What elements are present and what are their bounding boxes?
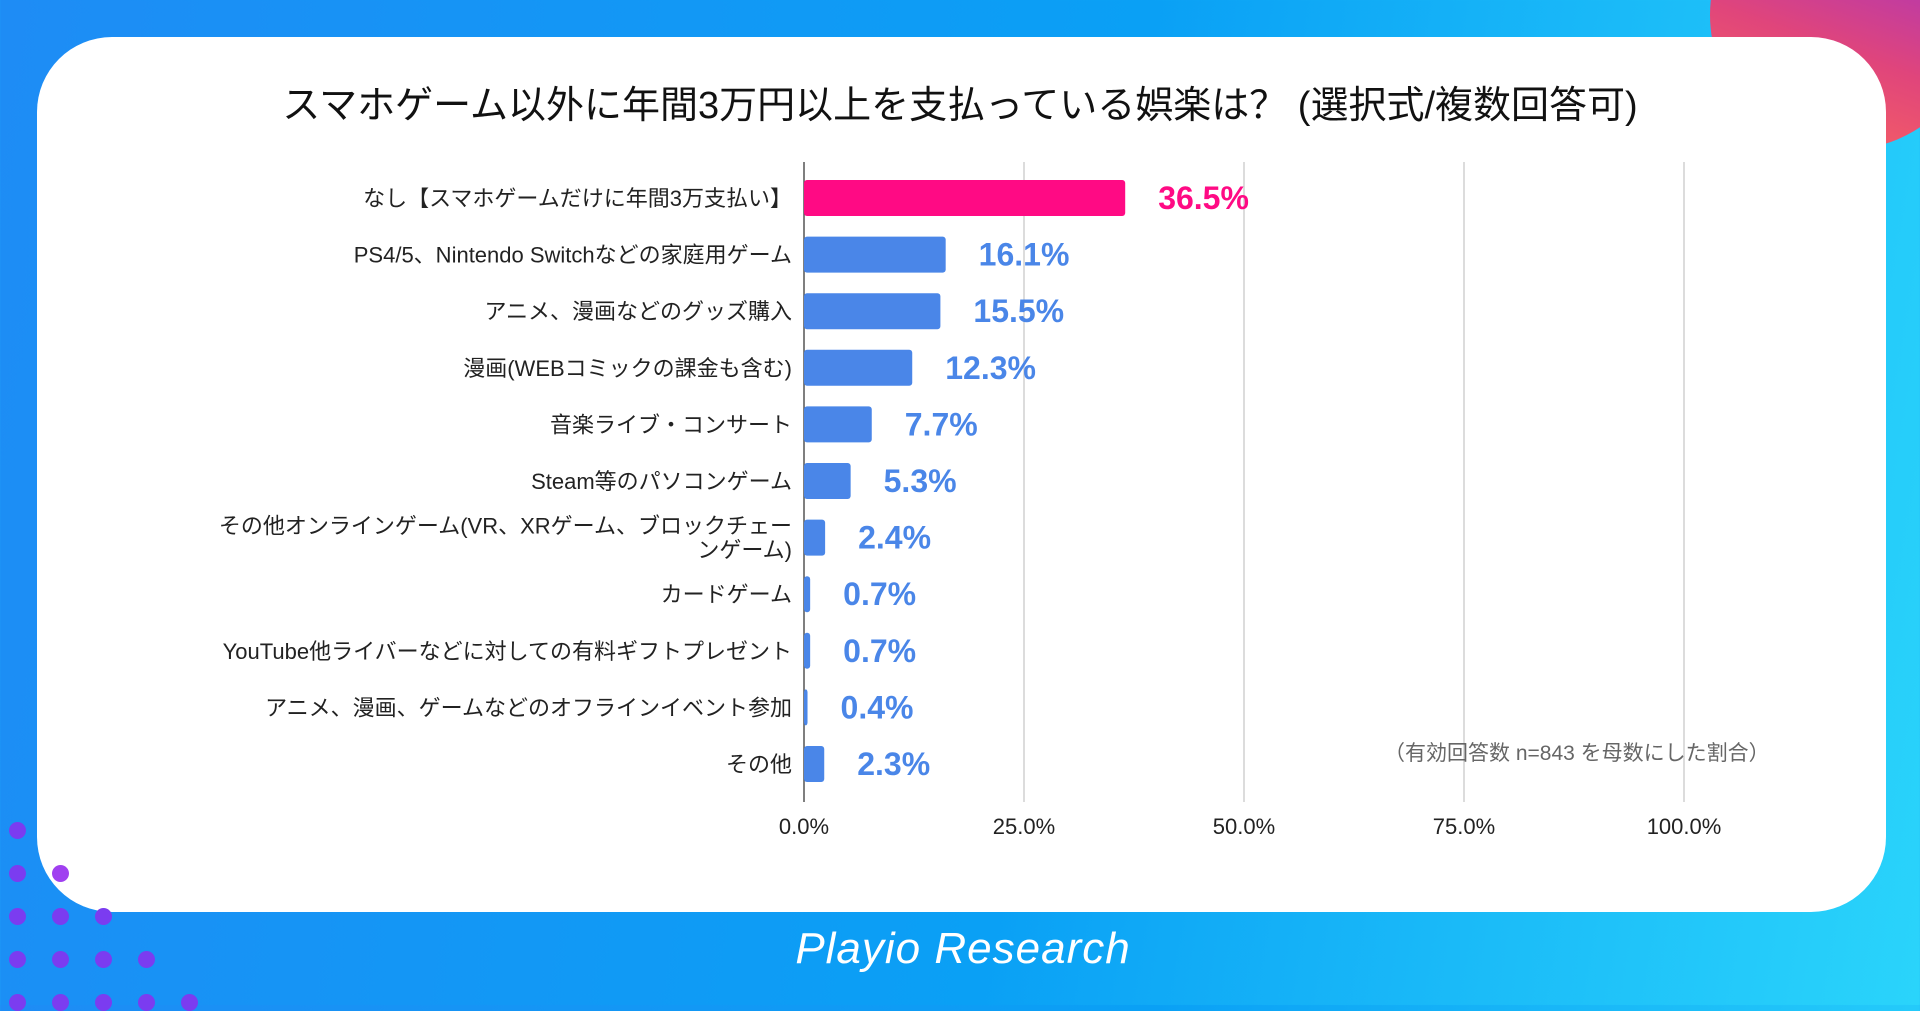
bar <box>804 349 913 386</box>
brand-logo: Playio Research <box>795 924 1131 973</box>
decorative-dot <box>52 908 69 925</box>
data-label: 15.5% <box>973 293 1064 329</box>
category-label: その他オンラインゲーム(VR、XRゲーム、ブロックチェー <box>219 514 792 539</box>
category-label: なし【スマホゲームだけに年間3万支払い】 <box>363 186 792 211</box>
x-tick-label: 50.0% <box>1213 814 1275 839</box>
bar <box>804 689 808 726</box>
x-tick-label: 0.0% <box>779 814 829 839</box>
decorative-dot <box>52 951 69 968</box>
decorative-dot <box>138 951 155 968</box>
data-label: 7.7% <box>905 406 978 442</box>
decorative-dot <box>9 865 26 882</box>
bar <box>804 519 826 556</box>
category-label: YouTube他ライバーなどに対しての有料ギフトプレゼント <box>223 639 792 664</box>
decorative-dot <box>52 994 69 1011</box>
bar <box>804 463 851 499</box>
category-label: ンゲーム) <box>697 538 792 563</box>
data-label: 2.4% <box>858 520 931 556</box>
bar <box>804 180 1126 216</box>
category-label: その他 <box>726 752 792 777</box>
data-label: 0.7% <box>843 633 916 669</box>
x-tick-label: 100.0% <box>1647 814 1722 839</box>
category-label: カードゲーム <box>661 582 792 607</box>
bar <box>804 293 941 330</box>
data-label: 36.5% <box>1158 180 1249 216</box>
data-label: 0.7% <box>843 576 916 612</box>
sample-note: （有効回答数 n=843 を母数にした割合） <box>1384 742 1770 765</box>
decorative-dot <box>138 994 155 1011</box>
bar <box>804 236 946 273</box>
data-label: 16.1% <box>979 237 1070 273</box>
decorative-dot <box>9 822 26 839</box>
x-tick-label: 25.0% <box>993 814 1055 839</box>
decorative-dot <box>52 865 69 882</box>
data-label: 2.3% <box>857 746 930 782</box>
x-tick-label: 75.0% <box>1433 814 1495 839</box>
decorative-dot <box>181 994 198 1011</box>
category-label: アニメ、漫画などのグッズ購入 <box>484 299 792 324</box>
decorative-dot <box>95 951 112 968</box>
bar <box>804 576 811 613</box>
category-label: PS4/5、Nintendo Switchなどの家庭用ゲーム <box>354 243 792 268</box>
bar <box>804 632 811 669</box>
data-label: 12.3% <box>945 350 1036 386</box>
decorative-dot <box>95 908 112 925</box>
bar <box>804 406 872 443</box>
category-label: 漫画(WEBコミックの課金も含む) <box>463 356 792 381</box>
chart-title: スマホゲーム以外に年間3万円以上を支払っている娯楽は？ (選択式/複数回答可) <box>282 85 1638 127</box>
data-label: 0.4% <box>841 689 914 725</box>
decorative-dot <box>9 951 26 968</box>
bar <box>804 746 825 782</box>
category-label: 音楽ライブ・コンサート <box>550 412 792 437</box>
decorative-dot <box>95 994 112 1011</box>
category-label: Steam等のパソコンゲーム <box>531 469 792 494</box>
category-label: アニメ、漫画、ゲームなどのオフラインイベント参加 <box>265 695 792 720</box>
decorative-dot <box>9 994 26 1011</box>
decorative-dot <box>9 908 26 925</box>
data-label: 5.3% <box>884 463 957 499</box>
